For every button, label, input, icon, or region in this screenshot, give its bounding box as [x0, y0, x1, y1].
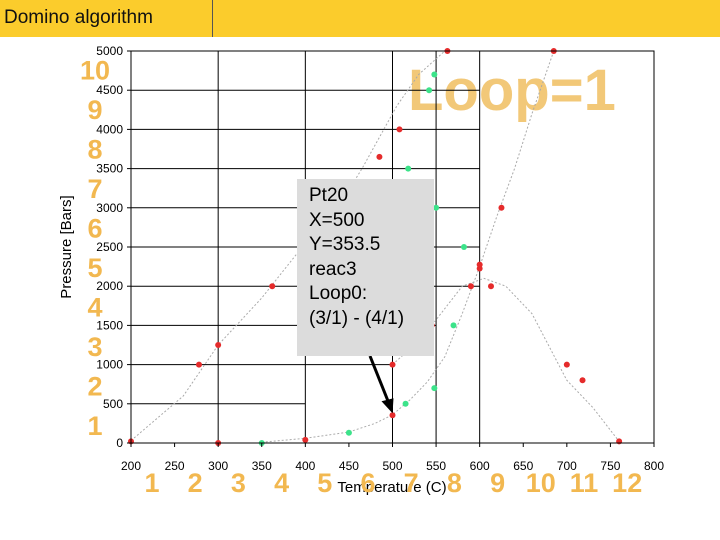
y-tick-label: 3000 — [96, 201, 123, 215]
x-tick-label: 400 — [295, 459, 315, 473]
column-number: 7 — [404, 468, 419, 498]
row-number: 10 — [80, 56, 110, 86]
column-number: 1 — [144, 468, 159, 498]
column-number: 11 — [570, 468, 599, 498]
x-tick-label: 750 — [600, 459, 620, 473]
x-tick-label: 250 — [165, 459, 185, 473]
data-point — [433, 204, 440, 211]
data-point — [616, 438, 623, 445]
data-point — [476, 261, 483, 268]
data-point — [215, 342, 222, 348]
row-number: 7 — [87, 174, 102, 204]
y-tick-label: 2500 — [96, 240, 123, 254]
data-point — [498, 204, 505, 211]
y-tick-label: 4500 — [96, 83, 123, 97]
data-point — [579, 377, 586, 384]
y-tick-label: 5000 — [96, 44, 123, 58]
data-point — [195, 361, 202, 368]
annotation-arrow — [368, 355, 394, 414]
x-tick-label: 600 — [470, 459, 490, 473]
data-point — [431, 71, 438, 78]
row-number: 6 — [87, 214, 102, 244]
data-point — [402, 400, 409, 407]
column-number: 6 — [360, 468, 375, 498]
data-point — [487, 283, 494, 290]
annotation-callout: Pt20 X=500 Y=353.5 reac3 Loop0: (3/1) - … — [297, 179, 434, 356]
data-point — [345, 429, 352, 436]
y-tick-label: 1000 — [96, 358, 123, 372]
x-tick-label: 700 — [557, 459, 577, 473]
annotation-line: (3/1) - (4/1) — [309, 307, 405, 329]
data-point — [426, 87, 433, 94]
y-axis-title: Pressure [Bars] — [58, 195, 75, 298]
data-point — [389, 412, 396, 419]
column-number: 10 — [526, 468, 556, 498]
annotation-line: reac3 — [309, 258, 357, 280]
column-number: 2 — [188, 468, 203, 498]
x-tick-label: 450 — [339, 459, 359, 473]
x-tick-label: 550 — [426, 459, 446, 473]
x-tick-label: 300 — [208, 459, 228, 473]
annotation-line: Y=353.5 — [309, 234, 381, 255]
arrow-line — [368, 355, 392, 408]
column-number: 9 — [490, 468, 505, 498]
row-number: 3 — [87, 332, 102, 362]
data-point — [269, 283, 276, 290]
x-tick-label: 800 — [644, 459, 664, 473]
phase-curve — [261, 50, 555, 443]
data-point — [405, 165, 412, 172]
row-number: 1 — [87, 411, 102, 441]
annotation-line: Pt20 — [309, 185, 349, 206]
data-point — [396, 126, 403, 133]
data-point — [467, 283, 474, 290]
column-number: 8 — [447, 468, 462, 498]
row-numbers: 1 2 3 4 5 6 7 8 9 10 — [80, 56, 110, 442]
data-point — [563, 361, 570, 368]
column-number: 5 — [317, 468, 332, 498]
data-point — [450, 322, 457, 329]
row-number: 2 — [87, 372, 102, 402]
data-point — [376, 153, 383, 160]
annotation-line: Loop0: — [309, 283, 368, 304]
axis-layer: 200 250 300 350 400 450 500 550 600 650 700 750 800 0… — [58, 44, 664, 496]
annotation-line: X=500 — [309, 209, 365, 231]
page-title: Domino algorithm — [4, 7, 153, 28]
x-tick-label: 350 — [252, 459, 272, 473]
column-number: 12 — [612, 468, 642, 498]
row-number: 8 — [87, 135, 102, 165]
arrow-head — [381, 398, 394, 414]
x-tick-label: 200 — [121, 459, 141, 473]
y-tick-label: 3500 — [96, 162, 123, 176]
title-bar: Domino algorithm — [0, 0, 720, 37]
x-axis-title: Temperature (C) — [337, 479, 446, 496]
y-tick-label: 2000 — [96, 279, 123, 293]
data-point — [431, 385, 438, 392]
data-point — [302, 436, 309, 443]
column-numbers: 1 2 3 4 5 6 7 8 9 10 11 12 — [144, 468, 642, 498]
data-point — [460, 244, 467, 250]
y-tick-label: 4000 — [96, 122, 123, 136]
y-tick-label: 1500 — [96, 318, 123, 332]
row-number: 5 — [87, 253, 102, 283]
column-number: 4 — [274, 468, 289, 498]
y-tick-label: 500 — [103, 397, 123, 411]
title-box: Domino algorithm — [0, 0, 213, 37]
x-tick-label: 650 — [513, 459, 533, 473]
data-point — [389, 361, 396, 368]
y-tick-label: 0 — [116, 436, 123, 450]
x-tick-label: 500 — [382, 459, 402, 473]
row-number: 9 — [87, 95, 102, 125]
row-number: 4 — [87, 293, 102, 323]
column-number: 3 — [231, 468, 246, 498]
